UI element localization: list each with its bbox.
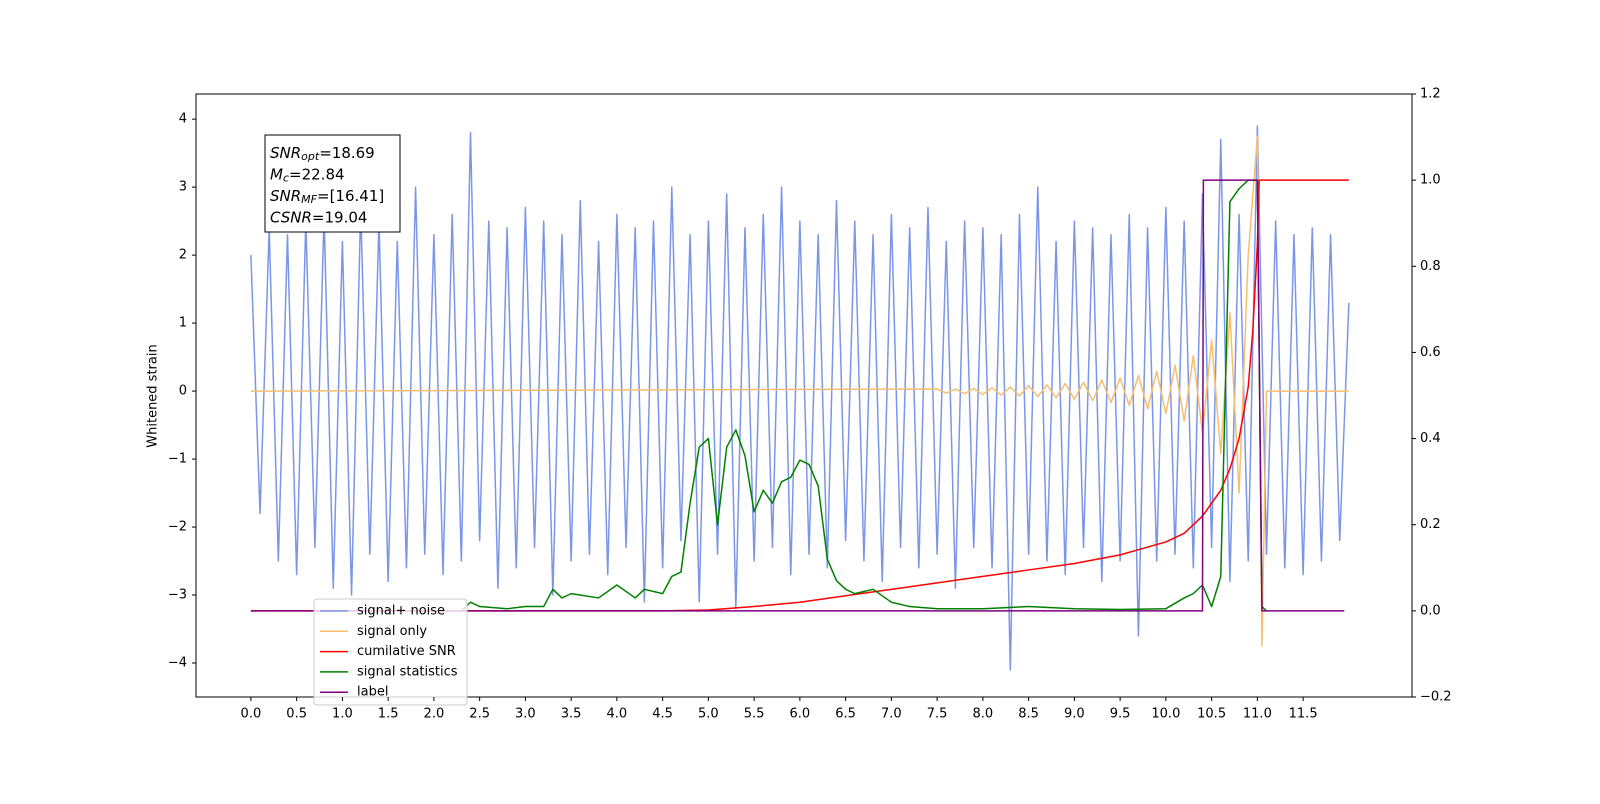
legend-label: label (357, 685, 388, 700)
x-tick-label: 10.5 (1197, 707, 1226, 722)
y-tick-label: −1 (168, 452, 187, 467)
x-tick-label: 8.0 (973, 707, 994, 722)
y2-tick-label: 0.4 (1420, 431, 1441, 446)
axes-frame (195, 93, 1413, 698)
x-tick-label: 1.0 (332, 707, 353, 722)
x-tick-label: 11.0 (1243, 707, 1272, 722)
annotation-subscript: c (283, 172, 289, 185)
annotation-subscript: MF (301, 193, 317, 206)
annotation-line: SNRMF=[16.41] (270, 187, 384, 207)
legend-label: signal only (357, 624, 427, 639)
y-tick-label: 0 (179, 384, 187, 399)
annotation-value: =19.04 (312, 208, 368, 226)
annotation-line: CSNR=19.04 (270, 208, 367, 226)
annotation-subscript: opt (301, 150, 320, 163)
series-line (460, 179, 1268, 612)
legend-label: cumilative SNR (357, 644, 456, 659)
legend-label: signal statistics (357, 664, 458, 679)
y-axis-label: Whitened strain (146, 344, 161, 447)
x-tick-label: 1.5 (378, 707, 399, 722)
legend-label: signal+ noise (357, 604, 445, 619)
x-tick-label: 10.0 (1151, 707, 1180, 722)
annotation-line: Mc=22.84 (270, 165, 345, 185)
x-tick-label: 2.5 (469, 707, 490, 722)
y2-tick-label: 0.8 (1420, 259, 1441, 274)
legend: signal+ noise signal only cumilative SNR si… (313, 598, 468, 706)
x-tick-label: 2.0 (424, 707, 445, 722)
x-tick-label: 6.5 (835, 707, 856, 722)
x-tick-label: 7.0 (881, 707, 902, 722)
series-line (250, 179, 1345, 612)
x-tick-label: 9.5 (1110, 707, 1131, 722)
x-tick-label: 0.0 (241, 707, 262, 722)
y2-tick-label: 0.6 (1420, 345, 1441, 360)
y-tick-label: −4 (168, 656, 187, 671)
y-tick-label: 1 (179, 316, 187, 331)
x-tick-label: 9.0 (1064, 707, 1085, 722)
annotation-symbol: M (270, 165, 283, 183)
y2-tick-label: 0.0 (1420, 603, 1441, 618)
x-tick-label: 4.5 (652, 707, 673, 722)
x-tick-label: 3.5 (561, 707, 582, 722)
y-tick-label: 3 (179, 180, 187, 195)
y2-tick-label: 1.2 (1420, 87, 1441, 102)
annotation-symbol: SNR (270, 187, 301, 205)
annotation-frame (264, 134, 401, 233)
annotation-value: =22.84 (289, 165, 345, 183)
y2-tick-label: 1.0 (1420, 173, 1441, 188)
y-tick-label: 4 (179, 112, 187, 127)
y2-tick-label: −0.2 (1420, 690, 1452, 705)
x-tick-label: 0.5 (286, 707, 307, 722)
series-line (250, 125, 1350, 671)
x-tick-label: 8.5 (1018, 707, 1039, 722)
series-line (250, 179, 1349, 612)
x-tick-label: 6.0 (790, 707, 811, 722)
y-tick-label: 2 (179, 248, 187, 263)
plot-area (250, 125, 1350, 671)
y-tick-label: −3 (168, 588, 187, 603)
annotation-symbol: SNR (270, 144, 301, 162)
x-tick-label: 4.0 (607, 707, 628, 722)
annotation-value: =18.69 (319, 144, 375, 162)
x-tick-label: 5.5 (744, 707, 765, 722)
legend-frame (313, 598, 468, 706)
annotation-symbol: CSNR (270, 208, 312, 226)
y-tick-label: −2 (168, 520, 187, 535)
annotation-value: =[16.41] (317, 187, 384, 205)
y2-tick-label: 0.2 (1420, 517, 1441, 532)
annotation-line: SNRopt=18.69 (270, 144, 375, 164)
x-tick-label: 3.0 (515, 707, 536, 722)
annotation-box: SNRopt=18.69Mc=22.84SNRMF=[16.41]CSNR=19… (264, 134, 401, 233)
x-tick-label: 11.5 (1289, 707, 1318, 722)
x-tick-label: 5.0 (698, 707, 719, 722)
x-tick-label: 7.5 (927, 707, 948, 722)
